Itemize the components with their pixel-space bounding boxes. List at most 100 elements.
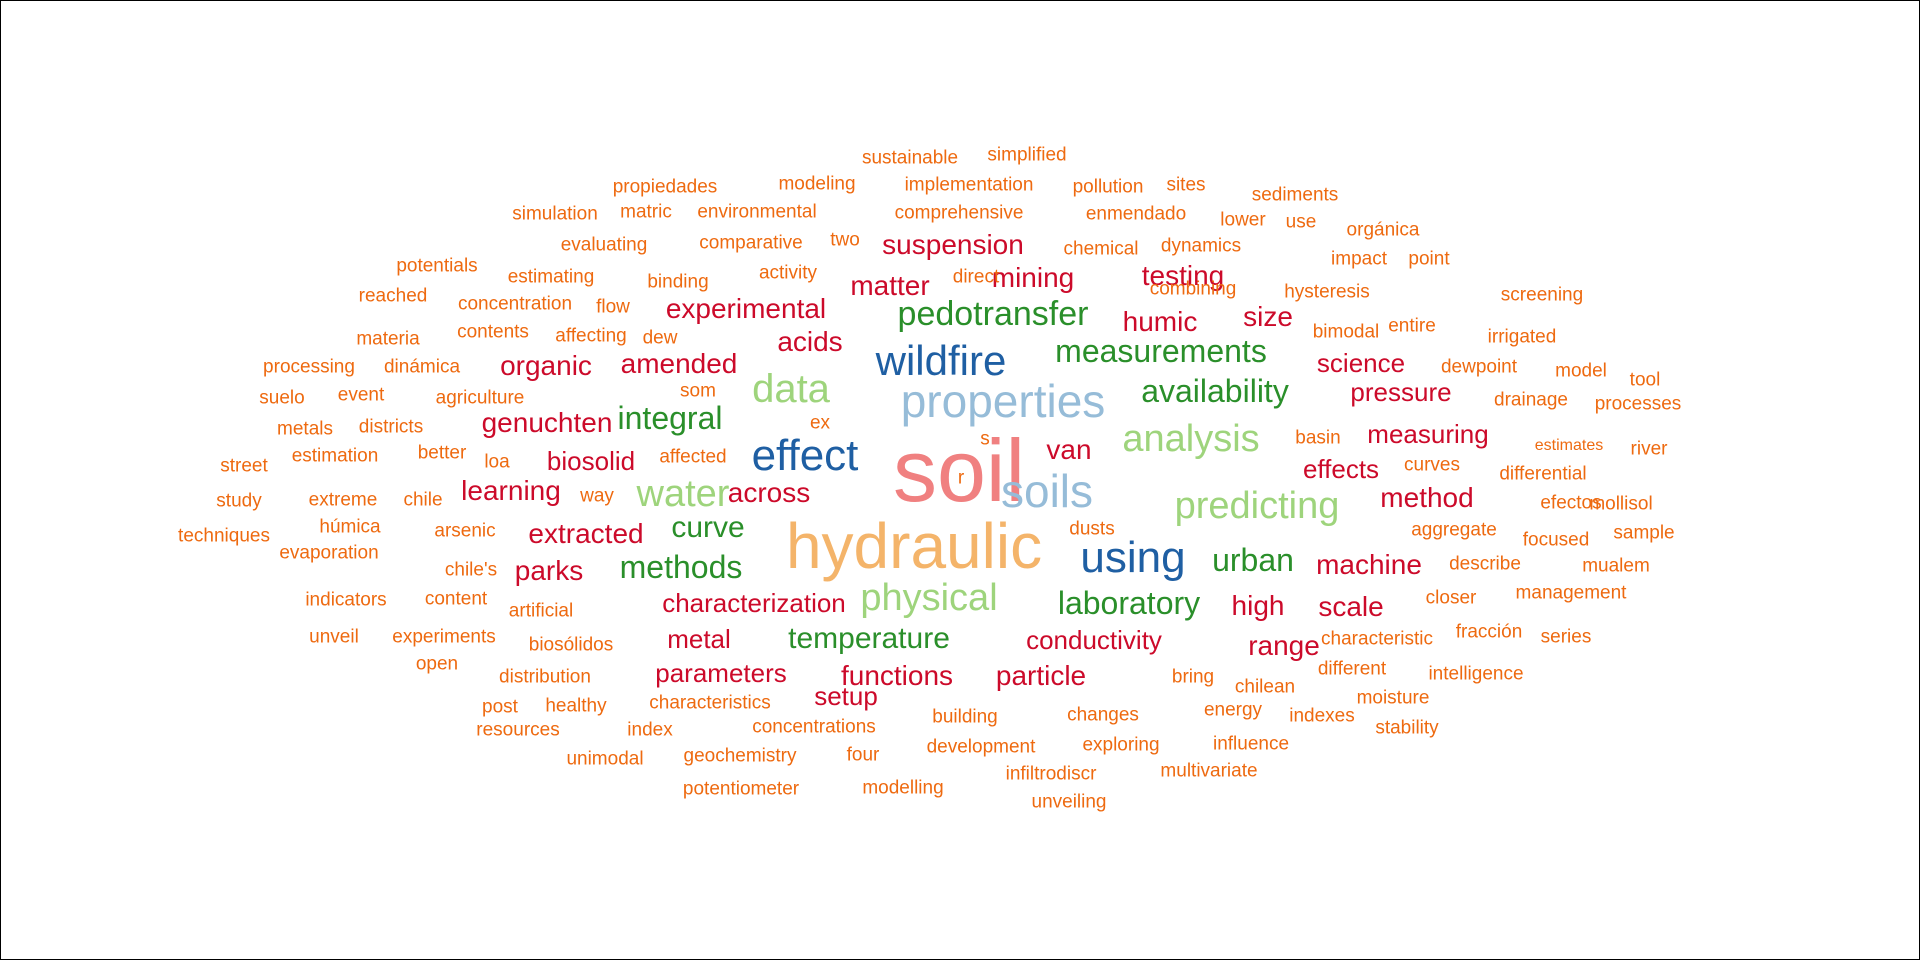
word-experimental: experimental	[665, 293, 827, 324]
word-amended: amended	[620, 348, 738, 379]
word-functions: functions	[840, 660, 954, 691]
word-affecting: affecting	[555, 325, 627, 347]
word-mualem: mualem	[1582, 555, 1650, 577]
word-across: across	[727, 477, 811, 508]
word-hydraulic: hydraulic	[785, 510, 1043, 582]
word-parameters: parameters	[655, 658, 787, 688]
word-way: way	[580, 485, 614, 507]
word-parks: parks	[514, 555, 584, 586]
word-soils: soils	[1000, 465, 1094, 517]
word-moisture: moisture	[1356, 687, 1430, 709]
word-characteristic: characteristic	[1321, 628, 1433, 650]
word-chile-s: chile's	[444, 559, 498, 581]
word-simulation: simulation	[512, 203, 598, 225]
word-better: better	[417, 442, 467, 464]
word-different: different	[1317, 658, 1387, 680]
word-curves: curves	[1404, 454, 1460, 476]
word-agriculture: agriculture	[435, 387, 525, 409]
word-series: series	[1540, 626, 1592, 648]
word-sustainable: sustainable	[861, 147, 959, 169]
word-suspension: suspension	[882, 229, 1024, 260]
word-modeling: modeling	[778, 173, 856, 195]
word-energy: energy	[1203, 699, 1263, 721]
word-particle: particle	[995, 660, 1087, 691]
word-direct: direct	[952, 266, 1000, 288]
word-bring: bring	[1171, 666, 1215, 688]
word-scale: scale	[1318, 591, 1384, 622]
word-pedotransfer: pedotransfer	[897, 295, 1089, 333]
word-estimating: estimating	[507, 266, 595, 288]
word-closer: closer	[1425, 587, 1477, 609]
word-open: open	[415, 653, 459, 675]
word-building: building	[932, 706, 998, 728]
word-binding: binding	[647, 271, 709, 293]
word-urban: urban	[1212, 542, 1294, 578]
word-use: use	[1285, 211, 1317, 233]
word-artificial: artificial	[508, 600, 574, 622]
word-acids: acids	[777, 326, 843, 357]
word-management: management	[1515, 582, 1627, 604]
word-extracted: extracted	[528, 518, 644, 549]
word-effect: effect	[751, 431, 859, 480]
word-aggregate: aggregate	[1411, 519, 1497, 541]
word-conductivity: conductivity	[1026, 625, 1162, 655]
word-learning: learning	[461, 475, 561, 506]
word-humica: húmica	[319, 516, 381, 538]
word-stability: stability	[1375, 717, 1439, 739]
word-properties: properties	[900, 375, 1106, 427]
word-river: river	[1630, 438, 1668, 460]
word-science: science	[1316, 348, 1406, 378]
word-environmental: environmental	[697, 201, 817, 223]
word-hysteresis: hysteresis	[1284, 281, 1370, 303]
word-mining: mining	[991, 262, 1075, 293]
word-modelling: modelling	[862, 777, 944, 799]
word-measuring: measuring	[1367, 419, 1489, 449]
word-materia: materia	[356, 328, 420, 350]
word-two: two	[830, 229, 860, 251]
word-size: size	[1243, 301, 1293, 332]
word-biosolidos: biosólidos	[528, 634, 614, 656]
word-characterization: characterization	[662, 588, 846, 618]
word-exploring: exploring	[1082, 734, 1160, 756]
word-loa: loa	[484, 451, 510, 473]
word-index: index	[627, 719, 673, 741]
word-evaluating: evaluating	[560, 234, 648, 256]
word-flow: flow	[596, 296, 630, 318]
word-four: four	[846, 744, 880, 766]
word-unveil: unveil	[309, 626, 359, 648]
word-focused: focused	[1522, 529, 1590, 551]
word-study: study	[216, 490, 262, 512]
word-biosolid: biosolid	[546, 446, 636, 476]
word-lower: lower	[1220, 209, 1266, 231]
word-unimodal: unimodal	[566, 748, 644, 770]
word-combining: combining	[1149, 278, 1237, 300]
word-enmendado: enmendado	[1085, 203, 1187, 225]
word-setup: setup	[814, 681, 878, 711]
word-dynamics: dynamics	[1160, 235, 1242, 257]
word-arsenic: arsenic	[434, 520, 496, 542]
word-simplified: simplified	[987, 144, 1067, 166]
word-testing: testing	[1141, 260, 1225, 291]
word-availability: availability	[1141, 373, 1289, 409]
word-irrigated: irrigated	[1487, 326, 1557, 348]
word-s: s	[980, 428, 990, 450]
word-processes: processes	[1594, 393, 1682, 415]
word-distribution: distribution	[499, 666, 591, 688]
word-content: content	[424, 588, 488, 610]
word-physical: physical	[860, 577, 998, 619]
word-soil: soil	[892, 421, 1026, 520]
word-chile: chile	[403, 489, 443, 511]
word-point: point	[1408, 248, 1450, 270]
word-curve: curve	[671, 511, 745, 544]
word-suelo: suelo	[259, 387, 305, 409]
word-sample: sample	[1613, 522, 1675, 544]
word-multivariate: multivariate	[1160, 760, 1258, 782]
word-comprehensive: comprehensive	[894, 202, 1024, 224]
word-temperature: temperature	[788, 622, 950, 655]
word-water: water	[636, 473, 730, 515]
word-propiedades: propiedades	[612, 176, 718, 198]
word-resources: resources	[476, 719, 560, 741]
word-estimates: estimates	[1534, 437, 1604, 454]
word-model: model	[1555, 360, 1607, 382]
